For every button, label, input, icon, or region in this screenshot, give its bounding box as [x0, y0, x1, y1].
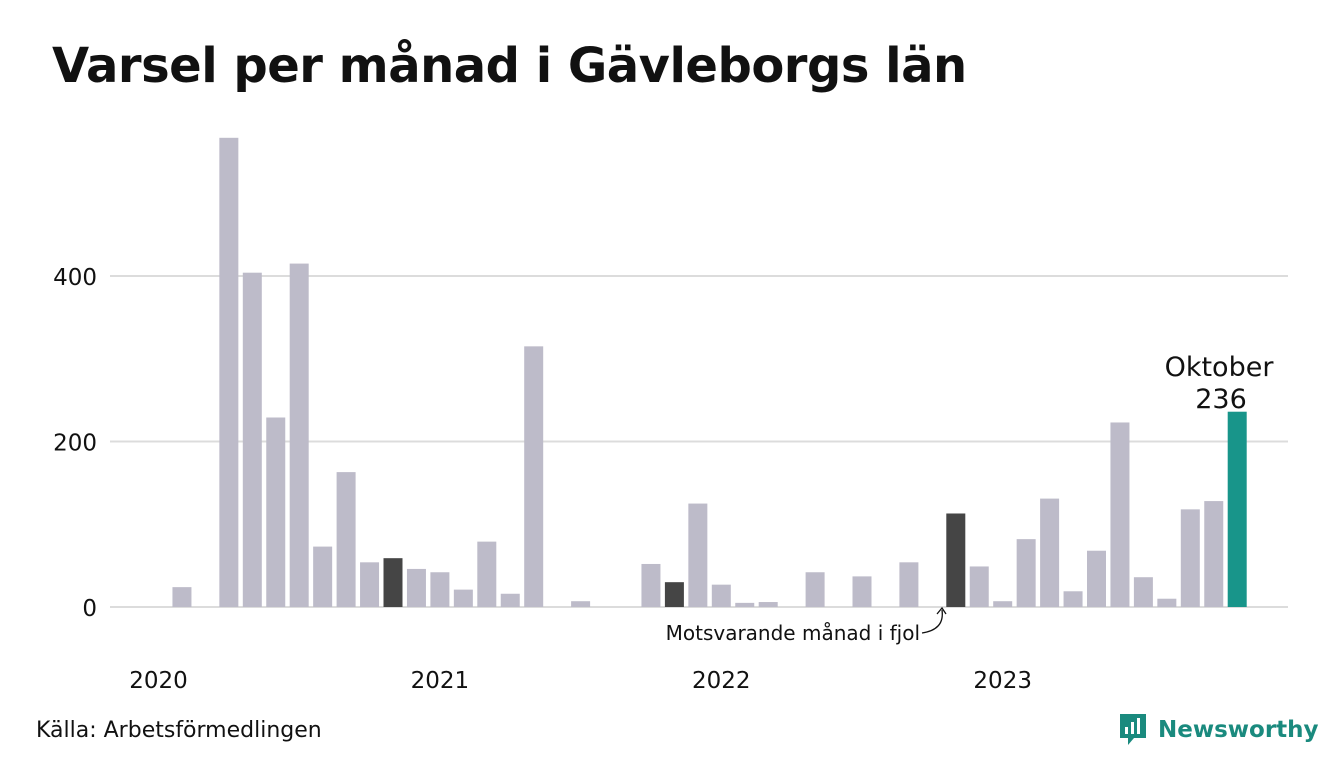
- bar: [406, 568, 426, 607]
- bar: [1204, 501, 1224, 607]
- y-tick-label: 200: [53, 431, 97, 457]
- x-tick-label: 2023: [973, 668, 1032, 694]
- bar: [852, 576, 872, 607]
- bar: [289, 263, 309, 607]
- bar-current-month: [1227, 411, 1247, 607]
- bar: [688, 503, 708, 607]
- prior-year-arrowhead: [936, 606, 947, 615]
- annotations: Oktober 236 Motsvarande månad i fjol: [666, 352, 1275, 645]
- bar: [758, 602, 778, 607]
- bar: [1040, 498, 1060, 607]
- current-month-label: Oktober: [1165, 352, 1275, 383]
- bar: [969, 566, 989, 607]
- current-value-label: 236: [1195, 384, 1247, 415]
- x-tick-label: 2021: [411, 668, 470, 694]
- brand-name: Newsworthy: [1158, 717, 1319, 743]
- x-tick-label: 2022: [692, 668, 751, 694]
- bar: [571, 601, 591, 607]
- bar: [266, 417, 286, 607]
- bar: [899, 562, 919, 607]
- bar: [1063, 591, 1083, 607]
- bar-prior-year: [383, 558, 403, 607]
- prior-year-arrow: [921, 609, 943, 634]
- bar: [735, 602, 755, 607]
- y-tick-label: 400: [53, 265, 97, 291]
- y-tick-label: 0: [82, 596, 97, 622]
- x-axis-tick-labels: 2020 2021 2022 2023: [129, 668, 1032, 694]
- bar: [360, 562, 380, 607]
- bar: [1016, 539, 1036, 607]
- bar: [219, 137, 239, 607]
- bar: [453, 589, 473, 607]
- bar: [993, 601, 1013, 607]
- bar-prior-year: [946, 513, 966, 607]
- bar: [1133, 577, 1153, 607]
- bar: [524, 346, 544, 607]
- bar: [172, 587, 192, 607]
- bar: [1157, 598, 1177, 607]
- brand-logo: Newsworthy: [1118, 712, 1319, 748]
- bar: [242, 272, 262, 607]
- bar: [1110, 422, 1130, 607]
- y-axis-tick-labels: 0 200 400: [53, 265, 97, 622]
- source-note: Källa: Arbetsförmedlingen: [36, 718, 322, 743]
- bars: [172, 137, 1247, 607]
- bar-prior-year: [664, 582, 684, 607]
- bar: [500, 593, 520, 607]
- bar: [641, 563, 661, 607]
- bar: [805, 572, 825, 607]
- newsworthy-logo-icon: [1120, 714, 1146, 745]
- bar: [313, 546, 333, 607]
- bar: [477, 541, 497, 607]
- bar: [430, 572, 450, 607]
- bar: [336, 472, 356, 607]
- bar: [1087, 550, 1106, 607]
- chart-title: Varsel per månad i Gävleborgs län: [52, 38, 967, 94]
- prior-year-annotation: Motsvarande månad i fjol: [666, 621, 920, 645]
- bar: [711, 584, 731, 607]
- x-tick-label: 2020: [129, 668, 188, 694]
- bar: [1180, 509, 1200, 607]
